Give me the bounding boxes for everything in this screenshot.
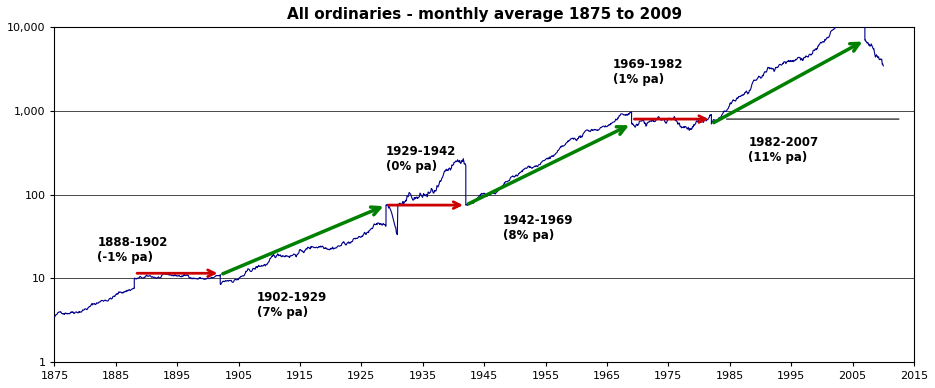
Text: 1902-1929
(7% pa): 1902-1929 (7% pa) [257,291,327,319]
Text: 1969-1982
(1% pa): 1969-1982 (1% pa) [613,58,683,86]
Text: 1888-1902
(-1% pa): 1888-1902 (-1% pa) [97,236,167,263]
Title: All ordinaries - monthly average 1875 to 2009: All ordinaries - monthly average 1875 to… [287,7,682,22]
Text: 1982-2007
(11% pa): 1982-2007 (11% pa) [748,136,818,164]
Text: 1942-1969
(8% pa): 1942-1969 (8% pa) [503,215,573,242]
Text: 1929-1942
(0% pa): 1929-1942 (0% pa) [386,145,456,173]
